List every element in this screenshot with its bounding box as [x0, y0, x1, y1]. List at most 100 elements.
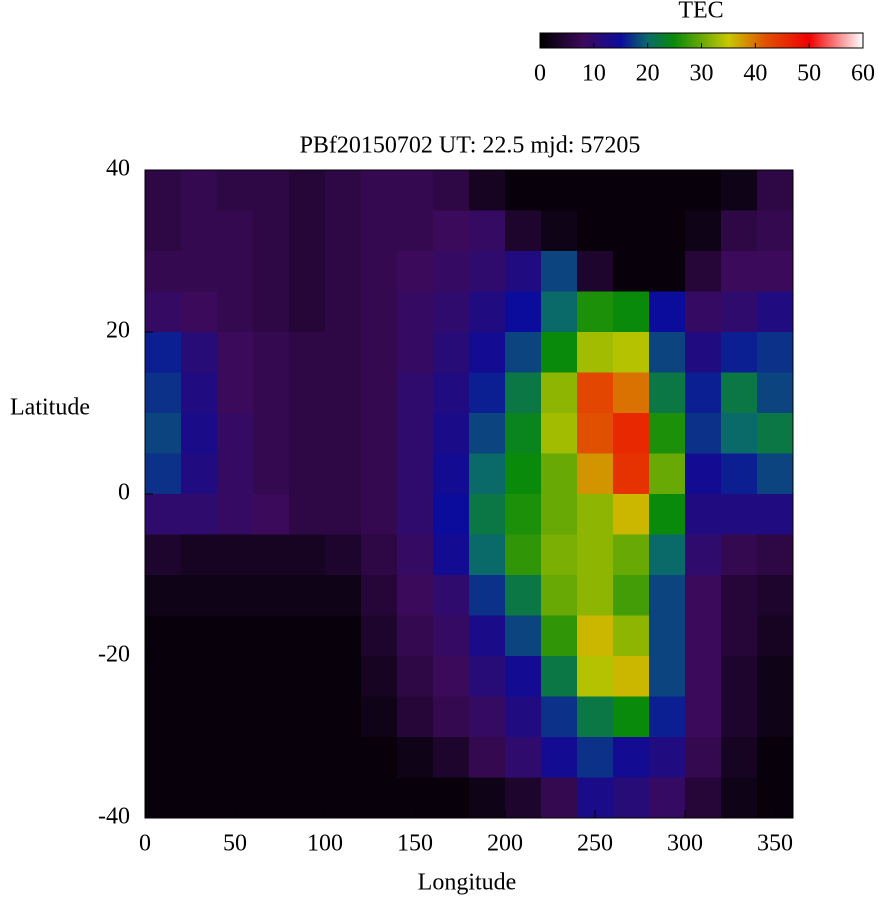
heat-cell [397, 210, 434, 252]
heat-cell [289, 656, 326, 697]
heat-cell [649, 291, 686, 333]
heat-cell [217, 615, 254, 657]
heat-cell [289, 251, 326, 292]
heat-cell [253, 251, 290, 292]
heat-cell [181, 251, 218, 292]
heat-cell [721, 332, 758, 373]
heat-cell [685, 656, 722, 697]
heat-cell [505, 656, 542, 697]
heat-cell [721, 413, 758, 454]
heat-cell [181, 656, 218, 697]
heat-cell [289, 575, 326, 616]
heat-cell [397, 291, 434, 333]
heat-cell [433, 615, 470, 657]
heat-cell [145, 291, 182, 333]
heat-cell [325, 210, 362, 252]
heat-cell [721, 737, 758, 778]
heat-cell [649, 170, 686, 211]
heat-cell [397, 251, 434, 292]
heat-cell [397, 372, 434, 414]
heat-cell [181, 615, 218, 657]
heat-cell [685, 453, 722, 495]
y-tick-label: 0 [118, 480, 130, 506]
heat-cell [253, 332, 290, 373]
heat-cell [397, 575, 434, 616]
heat-cell [253, 575, 290, 616]
chart-title: PBf20150702 UT: 22.5 mjd: 57205 [300, 133, 641, 159]
heat-cell [145, 372, 182, 414]
heat-cell [433, 210, 470, 252]
heat-cell [613, 696, 650, 738]
heat-cell [577, 575, 614, 616]
heat-cell [541, 332, 578, 373]
heat-cell [217, 170, 254, 211]
heat-cell [469, 413, 506, 454]
heat-cell [469, 332, 506, 373]
x-tick-label: 0 [139, 831, 151, 857]
heat-cell [649, 615, 686, 657]
heat-cell [613, 453, 650, 495]
x-tick-label: 350 [757, 831, 793, 857]
heat-cell [649, 251, 686, 292]
heat-cell [721, 170, 758, 211]
heat-cell [541, 170, 578, 211]
heat-cell [757, 170, 794, 211]
heat-cell [289, 737, 326, 778]
heat-cell [145, 777, 182, 819]
heat-cell [577, 494, 614, 535]
y-tick-label: -40 [98, 804, 130, 830]
heat-cell [181, 777, 218, 819]
heat-cell [649, 575, 686, 616]
heat-cell [145, 251, 182, 292]
heat-cell [325, 413, 362, 454]
heat-cell [505, 534, 542, 576]
heat-cell [649, 413, 686, 454]
heat-cell [145, 453, 182, 495]
heat-cell [541, 534, 578, 576]
heat-cell [217, 210, 254, 252]
heat-cell [685, 696, 722, 738]
heat-cell [397, 332, 434, 373]
heat-cell [613, 332, 650, 373]
heat-cell [217, 656, 254, 697]
heat-cell [325, 615, 362, 657]
heat-cell [433, 696, 470, 738]
heat-cell [145, 575, 182, 616]
heat-cell [361, 170, 398, 211]
heat-cell [217, 696, 254, 738]
heat-cell [613, 656, 650, 697]
heat-cell [181, 170, 218, 211]
heat-cell [361, 210, 398, 252]
heat-cell [649, 210, 686, 252]
y-tick-label: -20 [98, 642, 130, 668]
heat-cell [613, 534, 650, 576]
heat-cell [505, 494, 542, 535]
heat-cell [469, 372, 506, 414]
colorbar-tick-label: 10 [582, 61, 606, 87]
heat-cell [577, 696, 614, 738]
heat-cell [181, 575, 218, 616]
heat-cell [253, 372, 290, 414]
heat-cell [289, 453, 326, 495]
heat-cell [541, 656, 578, 697]
heat-cell [217, 534, 254, 576]
heat-cell [361, 656, 398, 697]
heat-cell [361, 251, 398, 292]
heat-cell [145, 332, 182, 373]
heat-cell [649, 696, 686, 738]
heat-cell [757, 696, 794, 738]
heat-cell [145, 494, 182, 535]
heat-cell [757, 251, 794, 292]
heat-cell [685, 332, 722, 373]
heat-cell [253, 777, 290, 819]
colorbar-tick-label: 50 [797, 61, 821, 87]
heat-cell [325, 291, 362, 333]
heat-cell [685, 575, 722, 616]
heat-cell [253, 656, 290, 697]
heat-cell [505, 372, 542, 414]
heat-cell [361, 737, 398, 778]
heat-cell [361, 291, 398, 333]
heat-cell [217, 737, 254, 778]
heat-cell [649, 777, 686, 819]
heat-cell [361, 332, 398, 373]
